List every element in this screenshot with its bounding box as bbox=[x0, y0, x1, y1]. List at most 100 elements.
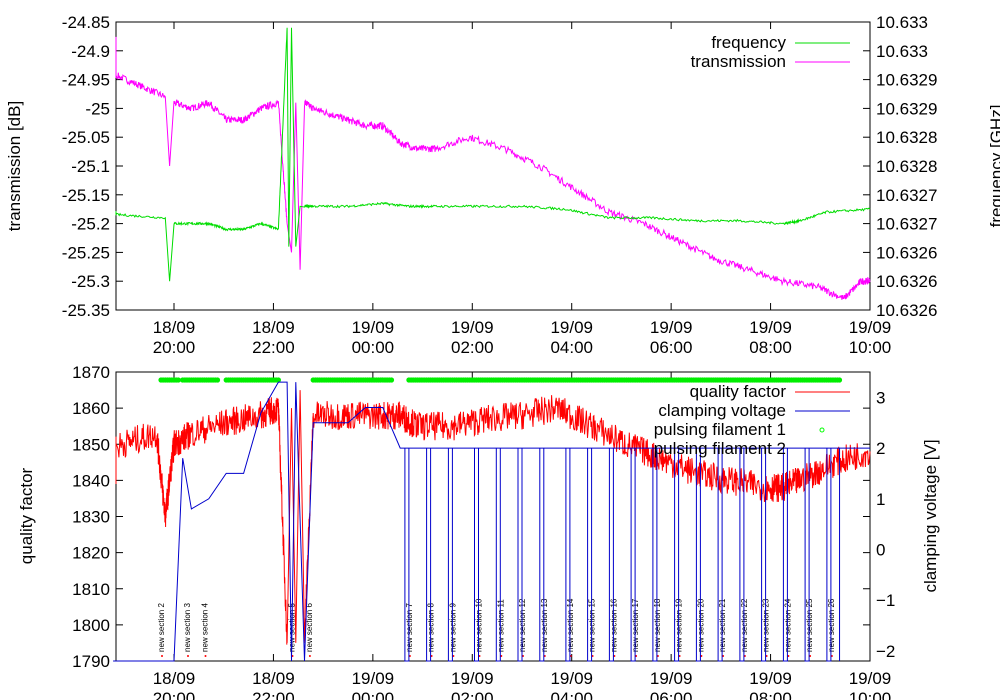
x-tick-date: 18/09 bbox=[153, 669, 196, 688]
right-tick-label: 0 bbox=[876, 540, 885, 559]
right-tick-label: 10.6326 bbox=[876, 243, 937, 262]
x-tick-date: 19/09 bbox=[550, 318, 593, 337]
legend-clamping-label: clamping voltage bbox=[658, 401, 786, 420]
x-tick-date: 19/09 bbox=[650, 669, 693, 688]
top-legend: frequency transmission bbox=[691, 33, 850, 71]
left-tick-label: -24.9 bbox=[71, 42, 110, 61]
bottom-left-axis-ticks: 1870 1860 1850 1840 1830 1820 1810 1800 1790 bbox=[72, 363, 870, 671]
legend-quality-label: quality factor bbox=[690, 382, 787, 401]
bottom-right-axis-ticks: 3 2 1 0 −1 −2 bbox=[876, 388, 895, 661]
x-tick-time: 20:00 bbox=[153, 338, 196, 357]
left-tick-label: -25.1 bbox=[71, 157, 110, 176]
clamping-drop bbox=[804, 448, 810, 662]
x-tick-time: 20:00 bbox=[153, 689, 196, 700]
x-tick-date: 19/09 bbox=[749, 669, 792, 688]
right-tick-label: 10.6327 bbox=[876, 215, 937, 234]
right-tick-label: 1 bbox=[876, 490, 885, 509]
left-tick-label: -24.85 bbox=[62, 13, 110, 32]
right-tick-label: 10.6329 bbox=[876, 99, 937, 118]
pulsing-filament-dots bbox=[158, 377, 843, 383]
right-tick-label: 10.6329 bbox=[876, 71, 937, 90]
left-tick-label: 1800 bbox=[72, 616, 110, 635]
x-tick-date: 19/09 bbox=[849, 669, 892, 688]
clamping-drop bbox=[404, 448, 410, 662]
legend-filament1-marker bbox=[819, 427, 825, 433]
filament-dot bbox=[175, 377, 181, 383]
section-marker-dot bbox=[161, 655, 163, 657]
x-tick-time: 08:00 bbox=[749, 338, 792, 357]
left-tick-label: 1790 bbox=[72, 652, 110, 671]
top-left-axis-ticks: -24.85 -24.9 -24.95 -25 -25.05 -25.1 -25.15 -25… bbox=[62, 13, 870, 320]
filament-dot bbox=[836, 377, 843, 383]
clamping-drop bbox=[517, 448, 523, 662]
filament-dot bbox=[388, 377, 395, 383]
x-tick-date: 18/09 bbox=[252, 318, 295, 337]
section-label: new section 2 bbox=[157, 603, 166, 652]
left-tick-label: 1870 bbox=[72, 363, 110, 382]
filament-dot bbox=[214, 377, 221, 383]
x-tick-date: 19/09 bbox=[650, 318, 693, 337]
left-tick-label: 1860 bbox=[72, 399, 110, 418]
left-tick-label: -25.2 bbox=[71, 215, 110, 234]
clamping-drop bbox=[695, 448, 701, 662]
left-tick-label: 1830 bbox=[72, 508, 110, 527]
clamping-drop bbox=[674, 448, 680, 662]
clamping-drop bbox=[717, 448, 723, 662]
series-line-clamping-voltage bbox=[113, 381, 870, 662]
clamping-drop bbox=[630, 448, 636, 662]
section-marker-dot bbox=[204, 655, 207, 657]
clamping-drop bbox=[826, 448, 832, 662]
bottom-ylabel: quality factor bbox=[17, 467, 36, 564]
top-chart: -24.85 -24.9 -24.95 -25 -25.05 -25.1 -25.15 -25… bbox=[5, 13, 1000, 357]
clamping-drop bbox=[782, 448, 788, 662]
top-right-axis-ticks: 10.633 10.633 10.6329 10.6329 10.6328 10.6328… bbox=[876, 13, 937, 320]
x-tick-date: 19/09 bbox=[352, 669, 395, 688]
x-tick-time: 04:00 bbox=[550, 689, 593, 700]
bottom-legend: quality factor clamping voltage pulsing … bbox=[654, 382, 850, 458]
section-label: new section 4 bbox=[201, 603, 210, 652]
x-tick-date: 18/09 bbox=[252, 669, 295, 688]
x-tick-date: 18/09 bbox=[153, 318, 196, 337]
left-tick-label: -25.35 bbox=[62, 301, 110, 320]
x-tick-time: 22:00 bbox=[252, 689, 295, 700]
left-tick-label: -25.25 bbox=[62, 243, 110, 262]
x-tick-date: 19/09 bbox=[451, 318, 494, 337]
clamping-drop bbox=[565, 448, 571, 662]
left-tick-label: 1820 bbox=[72, 544, 110, 563]
clamping-drop bbox=[474, 448, 479, 662]
clamping-drop bbox=[426, 448, 432, 662]
clamping-drop bbox=[587, 448, 593, 662]
clamping-drop bbox=[447, 448, 453, 662]
top-series-lines bbox=[115, 27, 871, 300]
right-tick-label: 10.6328 bbox=[876, 128, 937, 147]
series-line-transmission bbox=[115, 36, 871, 300]
left-tick-label: -25.3 bbox=[71, 272, 110, 291]
legend-frequency-label: frequency bbox=[711, 33, 786, 52]
left-tick-label: 1810 bbox=[72, 580, 110, 599]
x-tick-time: 02:00 bbox=[451, 338, 494, 357]
x-tick-time: 00:00 bbox=[352, 689, 395, 700]
right-tick-label: 10.633 bbox=[876, 42, 928, 61]
bottom-x-axis-ticks: 18/0920:0018/0922:0019/0900:0019/0902:00… bbox=[153, 372, 892, 700]
x-tick-time: 00:00 bbox=[352, 338, 395, 357]
section-label: new section 3 bbox=[183, 603, 192, 652]
clamping-drop bbox=[495, 448, 501, 662]
left-tick-label: -24.95 bbox=[62, 71, 110, 90]
series-line-quality-factor bbox=[115, 390, 871, 645]
clamping-drop bbox=[539, 448, 545, 662]
x-tick-time: 10:00 bbox=[849, 338, 892, 357]
x-tick-time: 22:00 bbox=[252, 338, 295, 357]
x-tick-time: 10:00 bbox=[849, 689, 892, 700]
x-tick-time: 08:00 bbox=[749, 689, 792, 700]
x-tick-date: 19/09 bbox=[451, 669, 494, 688]
right-tick-label: 10.633 bbox=[876, 13, 928, 32]
right-tick-label: 10.6327 bbox=[876, 186, 937, 205]
section-marker-dot bbox=[187, 655, 189, 657]
clamping-drop bbox=[761, 448, 767, 662]
right-tick-label: 2 bbox=[876, 439, 885, 458]
right-tick-label: 10.6328 bbox=[876, 157, 937, 176]
x-tick-date: 19/09 bbox=[550, 669, 593, 688]
x-tick-date: 19/09 bbox=[352, 318, 395, 337]
